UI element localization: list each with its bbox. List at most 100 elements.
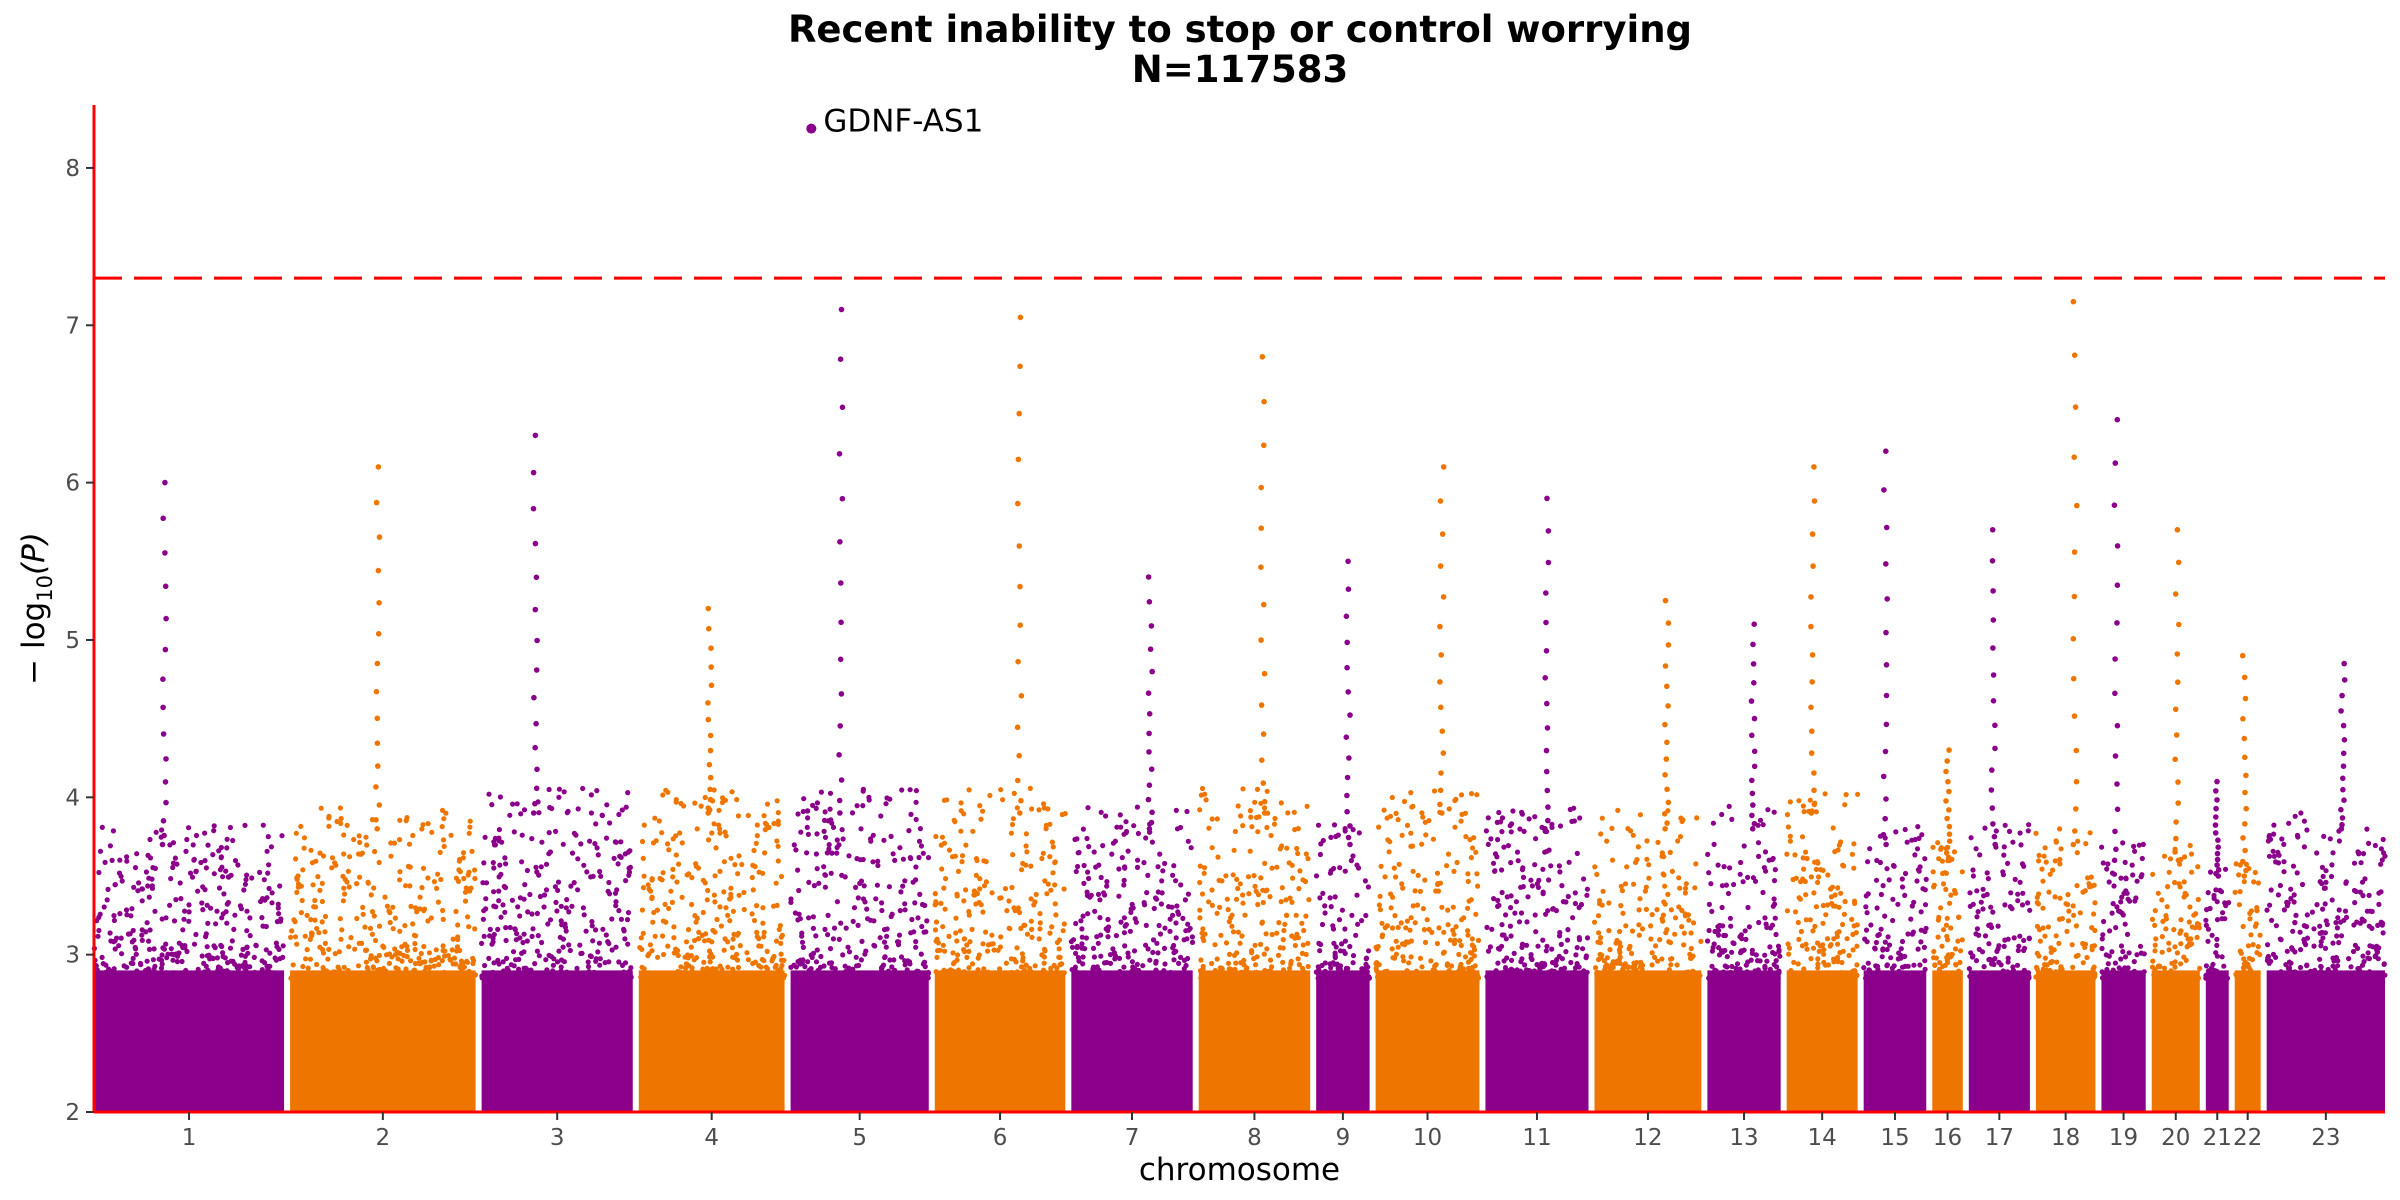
snp-point <box>298 824 303 829</box>
snp-point <box>1248 815 1253 820</box>
snp-point <box>2250 957 2255 962</box>
snp-point <box>1991 976 1996 981</box>
snp-point <box>857 881 862 886</box>
snp-point <box>2247 911 2252 916</box>
snp-point <box>2330 941 2335 946</box>
snp-point <box>954 938 959 943</box>
snp-point <box>296 975 301 980</box>
peak-point <box>1346 835 1352 841</box>
snp-point <box>96 928 101 933</box>
snp-point <box>218 943 223 948</box>
snp-point <box>1720 883 1725 888</box>
snp-point <box>1635 974 1640 979</box>
snp-point <box>2182 879 2187 884</box>
snp-point <box>434 947 439 952</box>
snp-point <box>1122 943 1127 948</box>
snp-point <box>1788 799 1793 804</box>
snp-point <box>98 912 103 917</box>
snp-point <box>2127 950 2132 955</box>
peak-point <box>1149 810 1155 816</box>
snp-point <box>1915 846 1920 851</box>
snp-point <box>1668 957 1673 962</box>
snp-point <box>147 895 152 900</box>
snp-point <box>940 924 945 929</box>
snp-point <box>606 880 611 885</box>
snp-point <box>2100 932 2105 937</box>
snp-point <box>950 950 955 955</box>
snp-point <box>1865 910 1870 915</box>
snp-point <box>755 822 760 827</box>
snp-point <box>1551 906 1556 911</box>
snp-point <box>1120 855 1125 860</box>
snp-point <box>1636 922 1641 927</box>
snp-point <box>1875 905 1880 910</box>
peak-point <box>1809 750 1815 756</box>
snp-point <box>818 954 823 959</box>
snp-point <box>657 818 662 823</box>
snp-point <box>323 914 328 919</box>
snp-point <box>948 974 953 979</box>
snp-point <box>233 858 238 863</box>
snp-point <box>1100 843 1105 848</box>
snp-point <box>1639 974 1644 979</box>
snp-point <box>1136 831 1141 836</box>
snp-point <box>1514 899 1519 904</box>
snp-point <box>408 865 413 870</box>
snp-point <box>221 891 226 896</box>
snp-point <box>2153 936 2158 941</box>
peak-point <box>2172 849 2178 855</box>
snp-point <box>1835 942 1840 947</box>
snp-point <box>805 808 810 813</box>
snp-point <box>1296 886 1301 891</box>
snp-point <box>562 789 567 794</box>
snp-point <box>472 926 477 931</box>
snp-point <box>1143 943 1148 948</box>
snp-point <box>364 960 369 965</box>
snp-point <box>2075 839 2080 844</box>
snp-point <box>1323 910 1328 915</box>
snp-point <box>815 866 820 871</box>
snp-point <box>1124 830 1129 835</box>
snp-point <box>1174 808 1179 813</box>
snp-point <box>798 830 803 835</box>
peak-point <box>837 798 843 804</box>
snp-point <box>777 927 782 932</box>
snp-point <box>625 917 630 922</box>
snp-point <box>1236 930 1241 935</box>
snp-point <box>799 934 804 939</box>
snp-point <box>2138 944 2143 949</box>
snp-point <box>1254 889 1259 894</box>
snp-point <box>594 956 599 961</box>
snp-point <box>2160 934 2165 939</box>
snp-point <box>1447 968 1452 973</box>
snp-point <box>1832 849 1837 854</box>
snp-point <box>1683 886 1688 891</box>
snp-point <box>717 904 722 909</box>
snp-point <box>1567 860 1572 865</box>
snp-point <box>975 891 980 896</box>
snp-point <box>432 964 437 969</box>
snp-point <box>1224 940 1229 945</box>
snp-point <box>1673 915 1678 920</box>
snp-point <box>728 856 733 861</box>
snp-point <box>1426 818 1431 823</box>
chart-title: Recent inability to stop or control worr… <box>788 8 1692 51</box>
snp-point <box>226 970 231 975</box>
snp-point <box>1306 964 1311 969</box>
snp-point <box>1981 976 1986 981</box>
snp-point <box>1116 894 1121 899</box>
snp-point <box>302 846 307 851</box>
snp-point <box>455 922 460 927</box>
snp-point <box>883 954 888 959</box>
snp-point <box>2091 966 2096 971</box>
snp-point <box>1776 970 1781 975</box>
snp-point <box>1154 972 1159 977</box>
snp-point <box>2178 917 2183 922</box>
snp-point <box>1252 873 1257 878</box>
snp-point <box>958 928 963 933</box>
snp-point <box>543 957 548 962</box>
snp-point <box>1240 786 1245 791</box>
snp-point <box>1499 944 1504 949</box>
snp-point <box>1726 891 1731 896</box>
snp-point <box>917 892 922 897</box>
